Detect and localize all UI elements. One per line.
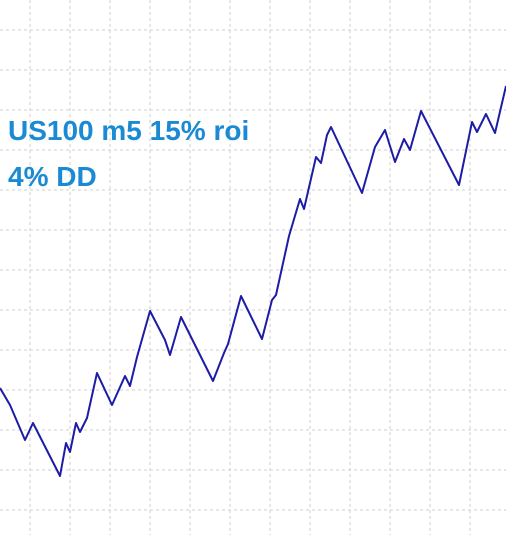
annotation: 4% DD <box>8 161 97 192</box>
data-line <box>0 85 506 477</box>
annotation: US100 m5 15% roi <box>8 115 249 146</box>
